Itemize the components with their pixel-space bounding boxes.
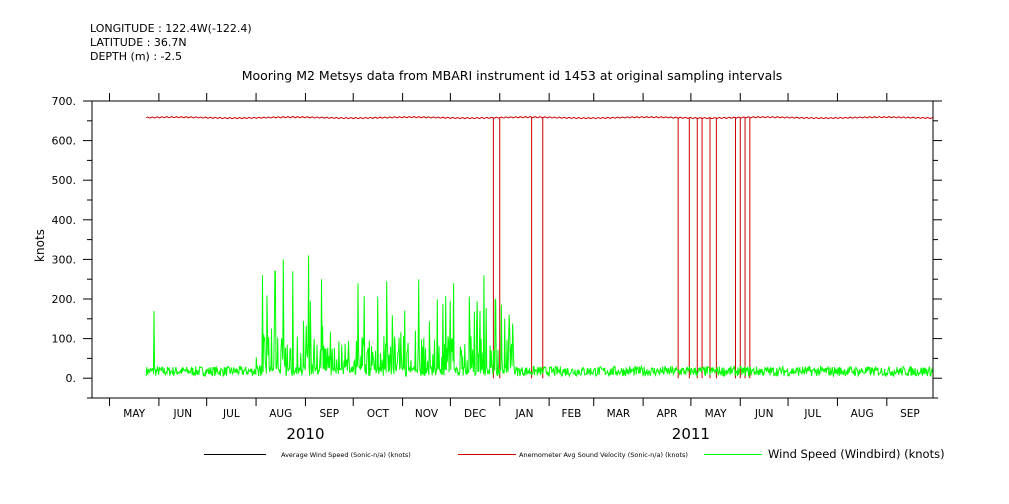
x-month-label: MAY [705,408,727,420]
series-layer [145,116,934,379]
longitude-label: LONGITUDE : 122.4W(-122.4) [90,22,252,35]
x-month-label: SEP [320,408,340,420]
series-line-sound-velocity [145,116,934,120]
y-tick-label: 200. [52,293,77,306]
x-month-label: DEC [464,408,486,420]
chart-plot: 0. 100. 200. 300. 400. 500. 600. 700. knots MAY JU… [33,93,942,440]
axes-layer: 0. 100. 200. 300. 400. 500. 600. 700. knots MAY JU… [33,93,942,440]
x-month-label: MAR [607,408,631,420]
legend-label-windbird: Wind Speed (Windbird) (knots) [768,447,945,461]
y-tick-label: 0. [66,372,77,385]
x-month-label: NOV [415,408,439,420]
x-year-label: 2010 [286,425,324,440]
chart-title: Mooring M2 Metsys data from MBARI instru… [241,68,783,83]
x-month-label: JUN [754,408,774,420]
y-tick-label: 100. [52,333,77,346]
x-month-label: MAY [123,408,145,420]
y-axis-label: knots [33,229,47,262]
legend-line-windbird [704,454,762,455]
y-tick-label: 400. [52,214,77,227]
series-line-windbird [145,255,934,378]
x-month-label: JUL [803,408,821,420]
legend: Average Wind Speed (Sonic-n/a) (knots) A… [0,444,1009,466]
x-month-label: JAN [514,408,533,420]
x-month-label: FEB [561,408,581,420]
depth-label: DEPTH (m) : -2.5 [90,50,183,63]
legend-label-sound-velocity: Anemometer Avg Sound Velocity (Sonic-n/a… [519,451,688,459]
y-tick-label: 600. [52,135,77,148]
y-tick-label: 700. [52,95,77,108]
legend-line-average-wind [204,454,266,455]
latitude-label: LATITUDE : 36.7N [90,36,187,49]
x-year-label: 2011 [672,425,710,440]
y-tick-label: 500. [52,174,77,187]
x-month-label: OCT [367,408,390,420]
plot-frame [91,100,934,399]
x-month-label: AUG [269,408,292,420]
x-month-label: AUG [851,408,874,420]
legend-label-average-wind: Average Wind Speed (Sonic-n/a) (knots) [281,451,411,459]
x-month-label: JUL [222,408,240,420]
y-tick-label: 300. [52,253,77,266]
x-month-label: SEP [900,408,920,420]
metadata-block: LONGITUDE : 122.4W(-122.4) LATITUDE : 36… [90,22,252,64]
legend-line-sound-velocity [458,454,516,455]
x-month-label: JUN [172,408,192,420]
x-month-label: APR [657,408,678,420]
